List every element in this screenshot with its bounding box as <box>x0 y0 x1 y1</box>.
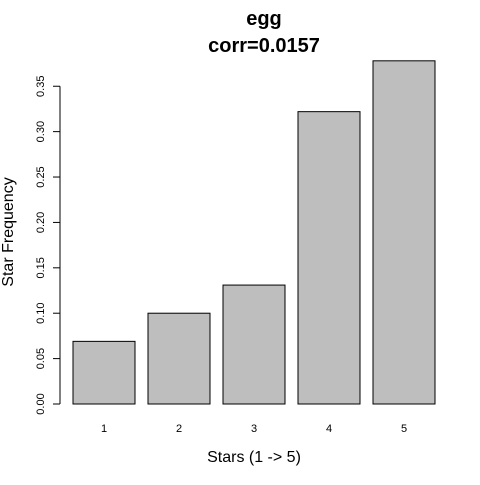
y-axis-label: Star Frequency <box>0 177 17 286</box>
x-tick-label: 4 <box>326 423 332 435</box>
x-tick-label: 1 <box>101 423 107 435</box>
bars <box>72 60 436 405</box>
bar <box>147 312 211 405</box>
x-axis-label: Stars (1 -> 5) <box>207 449 301 466</box>
x-tick-labels: 1 2 3 4 5 <box>101 423 407 435</box>
y-tick-label: 0.05 <box>35 348 47 369</box>
y-tick-label: 0.25 <box>35 166 47 187</box>
y-tick-label: 0.10 <box>35 302 47 323</box>
chart-title: egg <box>246 8 282 30</box>
y-tick-label: 0.15 <box>35 257 47 278</box>
bar <box>372 60 436 405</box>
y-tick-label: 0.35 <box>35 76 47 97</box>
x-tick-label: 5 <box>401 423 407 435</box>
y-tick-label: 0.20 <box>35 212 47 233</box>
bar <box>222 284 286 405</box>
bar <box>72 340 136 405</box>
bar <box>297 111 361 405</box>
x-tick-label: 2 <box>176 423 182 435</box>
x-tick-label: 3 <box>251 423 257 435</box>
chart-subtitle: corr=0.0157 <box>208 35 320 57</box>
y-tick-label: 0.00 <box>35 393 47 414</box>
y-axis: 0.00 0.05 0.10 0.15 0.20 0.25 0.30 0.35 <box>35 76 61 415</box>
y-tick-label: 0.30 <box>35 121 47 142</box>
